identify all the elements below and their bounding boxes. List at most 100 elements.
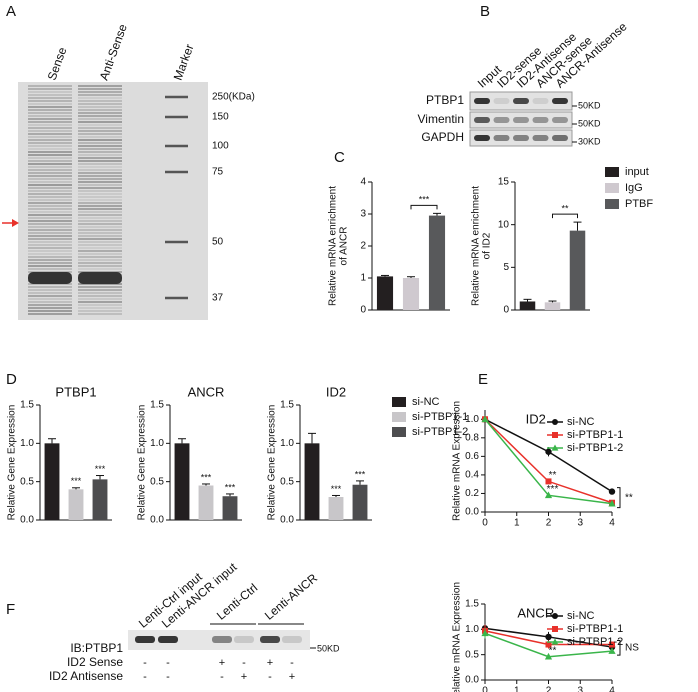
size-label: 50KD (578, 100, 601, 110)
x-tick-label: 2 (546, 686, 552, 692)
blot-band (493, 135, 510, 141)
y-tick-label: 1.0 (280, 438, 294, 449)
y-tick-label: 0.8 (465, 432, 479, 443)
gel-band (28, 272, 72, 284)
blot-band (493, 117, 510, 123)
lane-label: Sense (45, 45, 70, 82)
legend-label: si-PTBP1-2 (412, 426, 468, 438)
bracket (617, 487, 621, 509)
y-tick-label: 5 (503, 262, 509, 273)
legend-label: PTBF (625, 198, 653, 210)
blot-band (234, 636, 254, 643)
y-axis-label: of ANCR (339, 227, 350, 266)
point (481, 415, 489, 423)
panel-letter: A (6, 3, 16, 20)
y-tick-label: 1.5 (465, 599, 479, 610)
y-tick-label: 0.4 (465, 470, 479, 481)
condition-sign: - (166, 671, 170, 683)
blot-band (532, 135, 549, 141)
significance: ** (625, 492, 633, 503)
blot-band (474, 117, 490, 123)
y-axis-label: Relative Gene Expression (267, 405, 278, 521)
legend-label: si-PTBP1-1 (567, 623, 623, 635)
bar (68, 489, 84, 520)
group-label: Lenti-ANCR (262, 571, 320, 623)
blot-band (532, 117, 549, 123)
y-tick-label: 0.6 (465, 451, 479, 462)
y-tick-label: 2 (360, 241, 366, 252)
x-tick-label: 4 (609, 686, 615, 692)
legend-marker (552, 432, 558, 438)
legend-marker (551, 444, 559, 451)
blot-band (552, 117, 568, 123)
significance: ** (549, 470, 557, 481)
marker-label: 75 (212, 167, 224, 178)
lane-label: Marker (171, 42, 197, 82)
significance: *** (95, 464, 106, 474)
legend-marker (552, 626, 558, 632)
bar (544, 302, 561, 310)
x-tick-label: 3 (577, 686, 583, 692)
size-label: 30KD (578, 136, 601, 146)
bar (519, 301, 536, 310)
panel-letter: E (478, 371, 488, 388)
legend-label: si-PTBP1-2 (567, 636, 623, 648)
panel-letter: C (334, 149, 345, 166)
significance: NS (625, 642, 639, 653)
marker-label: 37 (212, 293, 224, 304)
legend-label: IgG (625, 182, 643, 194)
bar (402, 278, 420, 310)
blot-band (513, 98, 529, 104)
blot-band (552, 135, 568, 141)
bar (376, 276, 394, 310)
condition-sign: - (242, 657, 246, 669)
x-tick-label: 0 (482, 686, 488, 692)
point (609, 641, 615, 648)
y-axis-label: Relative mRNA enrichment (328, 186, 339, 306)
blot (469, 111, 573, 129)
y-tick-label: 1.5 (150, 400, 164, 411)
x-tick-label: 0 (482, 518, 488, 529)
y-axis-label: of ID2 (482, 232, 493, 259)
y-tick-label: 0.5 (20, 476, 34, 487)
condition-sign: - (143, 657, 147, 669)
condition-sign: - (220, 671, 224, 683)
y-tick-label: 1.0 (20, 438, 34, 449)
y-tick-label: 0.0 (20, 515, 34, 526)
x-tick-label: 2 (546, 518, 552, 529)
y-tick-label: 0.5 (150, 476, 164, 487)
bracket (552, 213, 578, 219)
chart-title: ID2 (526, 411, 546, 426)
y-tick-label: 0.5 (280, 476, 294, 487)
point (608, 647, 616, 654)
group-label: Lenti-Ctrl (214, 581, 260, 623)
legend-marker (552, 419, 558, 425)
y-tick-label: 1.0 (465, 624, 479, 635)
blot-band (513, 135, 529, 141)
x-tick-label: 1 (514, 518, 520, 529)
significance: *** (355, 469, 366, 479)
condition-sign: + (289, 671, 295, 683)
x-tick-label: 4 (609, 518, 615, 529)
significance: *** (547, 484, 559, 495)
significance: *** (419, 195, 430, 205)
condition-label: ID2 Antisense (49, 669, 123, 683)
significance: ** (549, 645, 557, 656)
y-tick-label: 0.0 (280, 515, 294, 526)
point (608, 488, 616, 495)
legend-marker (552, 613, 558, 619)
condition-sign: - (290, 657, 294, 669)
blot-band (532, 98, 549, 104)
blot-band (513, 117, 529, 123)
legend-marker (551, 638, 559, 645)
bar (328, 497, 344, 520)
y-tick-label: 4 (360, 177, 366, 188)
bar (569, 230, 586, 310)
y-axis-label: Relative mRNA Expression (452, 582, 463, 692)
blot-band (282, 636, 302, 643)
bar (174, 443, 190, 520)
point (545, 478, 552, 485)
y-axis-label: Relative Gene Expression (137, 405, 148, 521)
